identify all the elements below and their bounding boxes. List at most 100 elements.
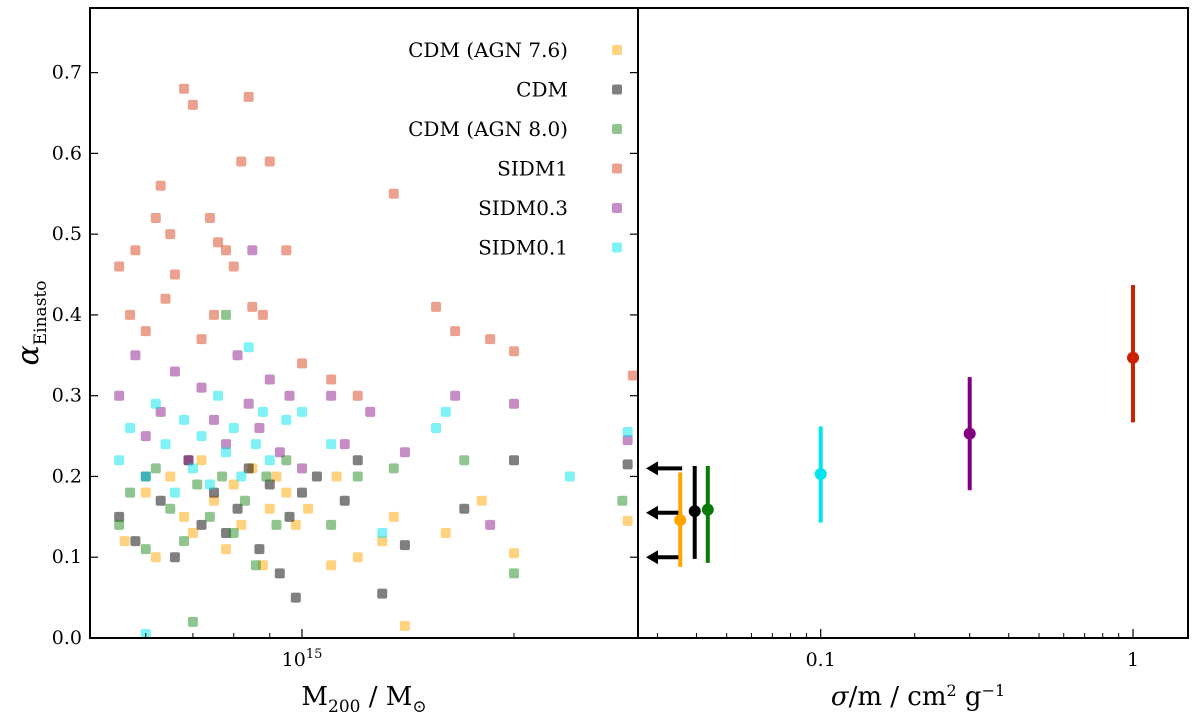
scatter-point bbox=[125, 309, 136, 320]
scatter-point bbox=[204, 213, 215, 223]
scatter-point bbox=[352, 552, 363, 563]
scatter-point bbox=[196, 334, 207, 345]
errorbar-point bbox=[814, 426, 827, 523]
marker bbox=[674, 514, 687, 527]
scatter-point bbox=[155, 406, 166, 417]
legend-label: SIDM0.1 bbox=[478, 236, 568, 260]
y-tick-label: 0.2 bbox=[52, 465, 82, 487]
scatter-point bbox=[130, 536, 141, 547]
scatter-point bbox=[196, 382, 207, 393]
x-axis-label: σ/m / cm2 g−1 bbox=[831, 681, 1005, 712]
scatter-point bbox=[257, 406, 268, 417]
scatter-point bbox=[221, 447, 232, 458]
scatter-point bbox=[221, 309, 232, 320]
legend-label: CDM (AGN 7.6) bbox=[408, 38, 568, 62]
scatter-point bbox=[274, 447, 285, 458]
scatter-point bbox=[187, 463, 198, 474]
legend-marker bbox=[612, 84, 622, 95]
scatter-point bbox=[204, 479, 215, 490]
scatter-point bbox=[485, 334, 496, 345]
scatter-point bbox=[399, 447, 410, 458]
scatter-point bbox=[622, 459, 633, 470]
arrow-head bbox=[646, 461, 658, 476]
scatter-point bbox=[508, 548, 519, 559]
scatter-point bbox=[140, 544, 151, 555]
scatter-point bbox=[508, 346, 519, 357]
scatter-point bbox=[221, 439, 232, 450]
scatter-point bbox=[221, 245, 232, 256]
scatter-point bbox=[261, 471, 272, 482]
errorbar-point bbox=[701, 465, 714, 563]
scatter-point bbox=[221, 544, 232, 555]
scatter-point bbox=[169, 487, 180, 498]
marker bbox=[701, 503, 714, 516]
scatter-point bbox=[236, 471, 247, 482]
scatter-point bbox=[399, 540, 410, 551]
y-tick-label: 0.1 bbox=[52, 546, 82, 568]
scatter-point bbox=[140, 487, 151, 498]
scatter-point bbox=[617, 495, 628, 506]
scatter-point bbox=[114, 511, 125, 522]
scatter-point bbox=[114, 455, 125, 466]
scatter-point bbox=[217, 471, 228, 482]
errorbar-panel: 0.1 1 σ/m / cm2 g−1 bbox=[646, 285, 1139, 712]
scatter-point bbox=[192, 479, 203, 490]
x-axis-label: M200 / M⊙ bbox=[301, 682, 426, 717]
scatter-point bbox=[228, 528, 239, 538]
scatter-point bbox=[264, 374, 275, 385]
x-tick-label: 0.1 bbox=[806, 649, 836, 671]
scatter-point bbox=[264, 455, 275, 466]
marker bbox=[1127, 351, 1140, 364]
scatter-point bbox=[130, 350, 141, 361]
scatter-point bbox=[339, 439, 350, 450]
scatter-point bbox=[459, 503, 470, 514]
scatter-point bbox=[508, 455, 519, 466]
scatter-point bbox=[114, 261, 125, 272]
scatter-point bbox=[228, 423, 239, 433]
marker bbox=[963, 427, 976, 440]
scatter-point bbox=[352, 390, 363, 401]
scatter-point bbox=[450, 390, 461, 401]
scatter-point bbox=[130, 245, 141, 256]
scatter-point bbox=[155, 180, 166, 191]
scatter-point bbox=[140, 431, 151, 442]
scatter-point bbox=[627, 370, 638, 381]
scatter-point bbox=[281, 414, 292, 425]
scatter-point bbox=[388, 463, 399, 474]
scatter-point bbox=[331, 471, 342, 482]
scatter-point bbox=[187, 99, 198, 110]
y-tick-label: 0.6 bbox=[52, 142, 82, 164]
scatter-panel: 0.0 0.1 0.2 0.3 0.4 0.5 0.6 0.7 1015 M200 / M⊙ αEi… bbox=[11, 38, 639, 717]
scatter-point bbox=[247, 245, 258, 256]
upper-limit-arrow bbox=[646, 505, 683, 520]
scatter-point bbox=[240, 495, 251, 506]
scatter-point bbox=[388, 511, 399, 522]
scatter-point bbox=[274, 568, 285, 579]
series-2 bbox=[114, 309, 628, 627]
scatter-point bbox=[179, 536, 190, 547]
scatter-point bbox=[209, 414, 220, 425]
scatter-point bbox=[257, 309, 268, 320]
scatter-point bbox=[187, 616, 198, 627]
scatter-point bbox=[303, 503, 314, 514]
scatter-point bbox=[264, 479, 275, 490]
scatter-point bbox=[377, 528, 388, 538]
scatter-point bbox=[365, 406, 376, 417]
y-axis-label: αEinasto bbox=[11, 281, 51, 366]
scatter-point bbox=[622, 427, 633, 438]
scatter-point bbox=[232, 503, 243, 514]
scatter-point bbox=[450, 326, 461, 337]
scatter-point bbox=[169, 269, 180, 280]
scatter-point bbox=[196, 455, 207, 466]
scatter-point bbox=[326, 374, 337, 385]
legend: CDM (AGN 7.6) CDM CDM (AGN 8.0) SIDM1 SIDM0.… bbox=[408, 38, 622, 260]
scatter-point bbox=[160, 293, 171, 304]
scatter-point bbox=[296, 487, 307, 498]
scatter-point bbox=[326, 519, 337, 530]
scatter-point bbox=[187, 528, 198, 538]
scatter-point bbox=[209, 487, 220, 498]
errorbar-point bbox=[1127, 285, 1140, 423]
scatter-point bbox=[296, 406, 307, 417]
scatter-point bbox=[377, 588, 388, 599]
scatter-point bbox=[243, 398, 254, 409]
